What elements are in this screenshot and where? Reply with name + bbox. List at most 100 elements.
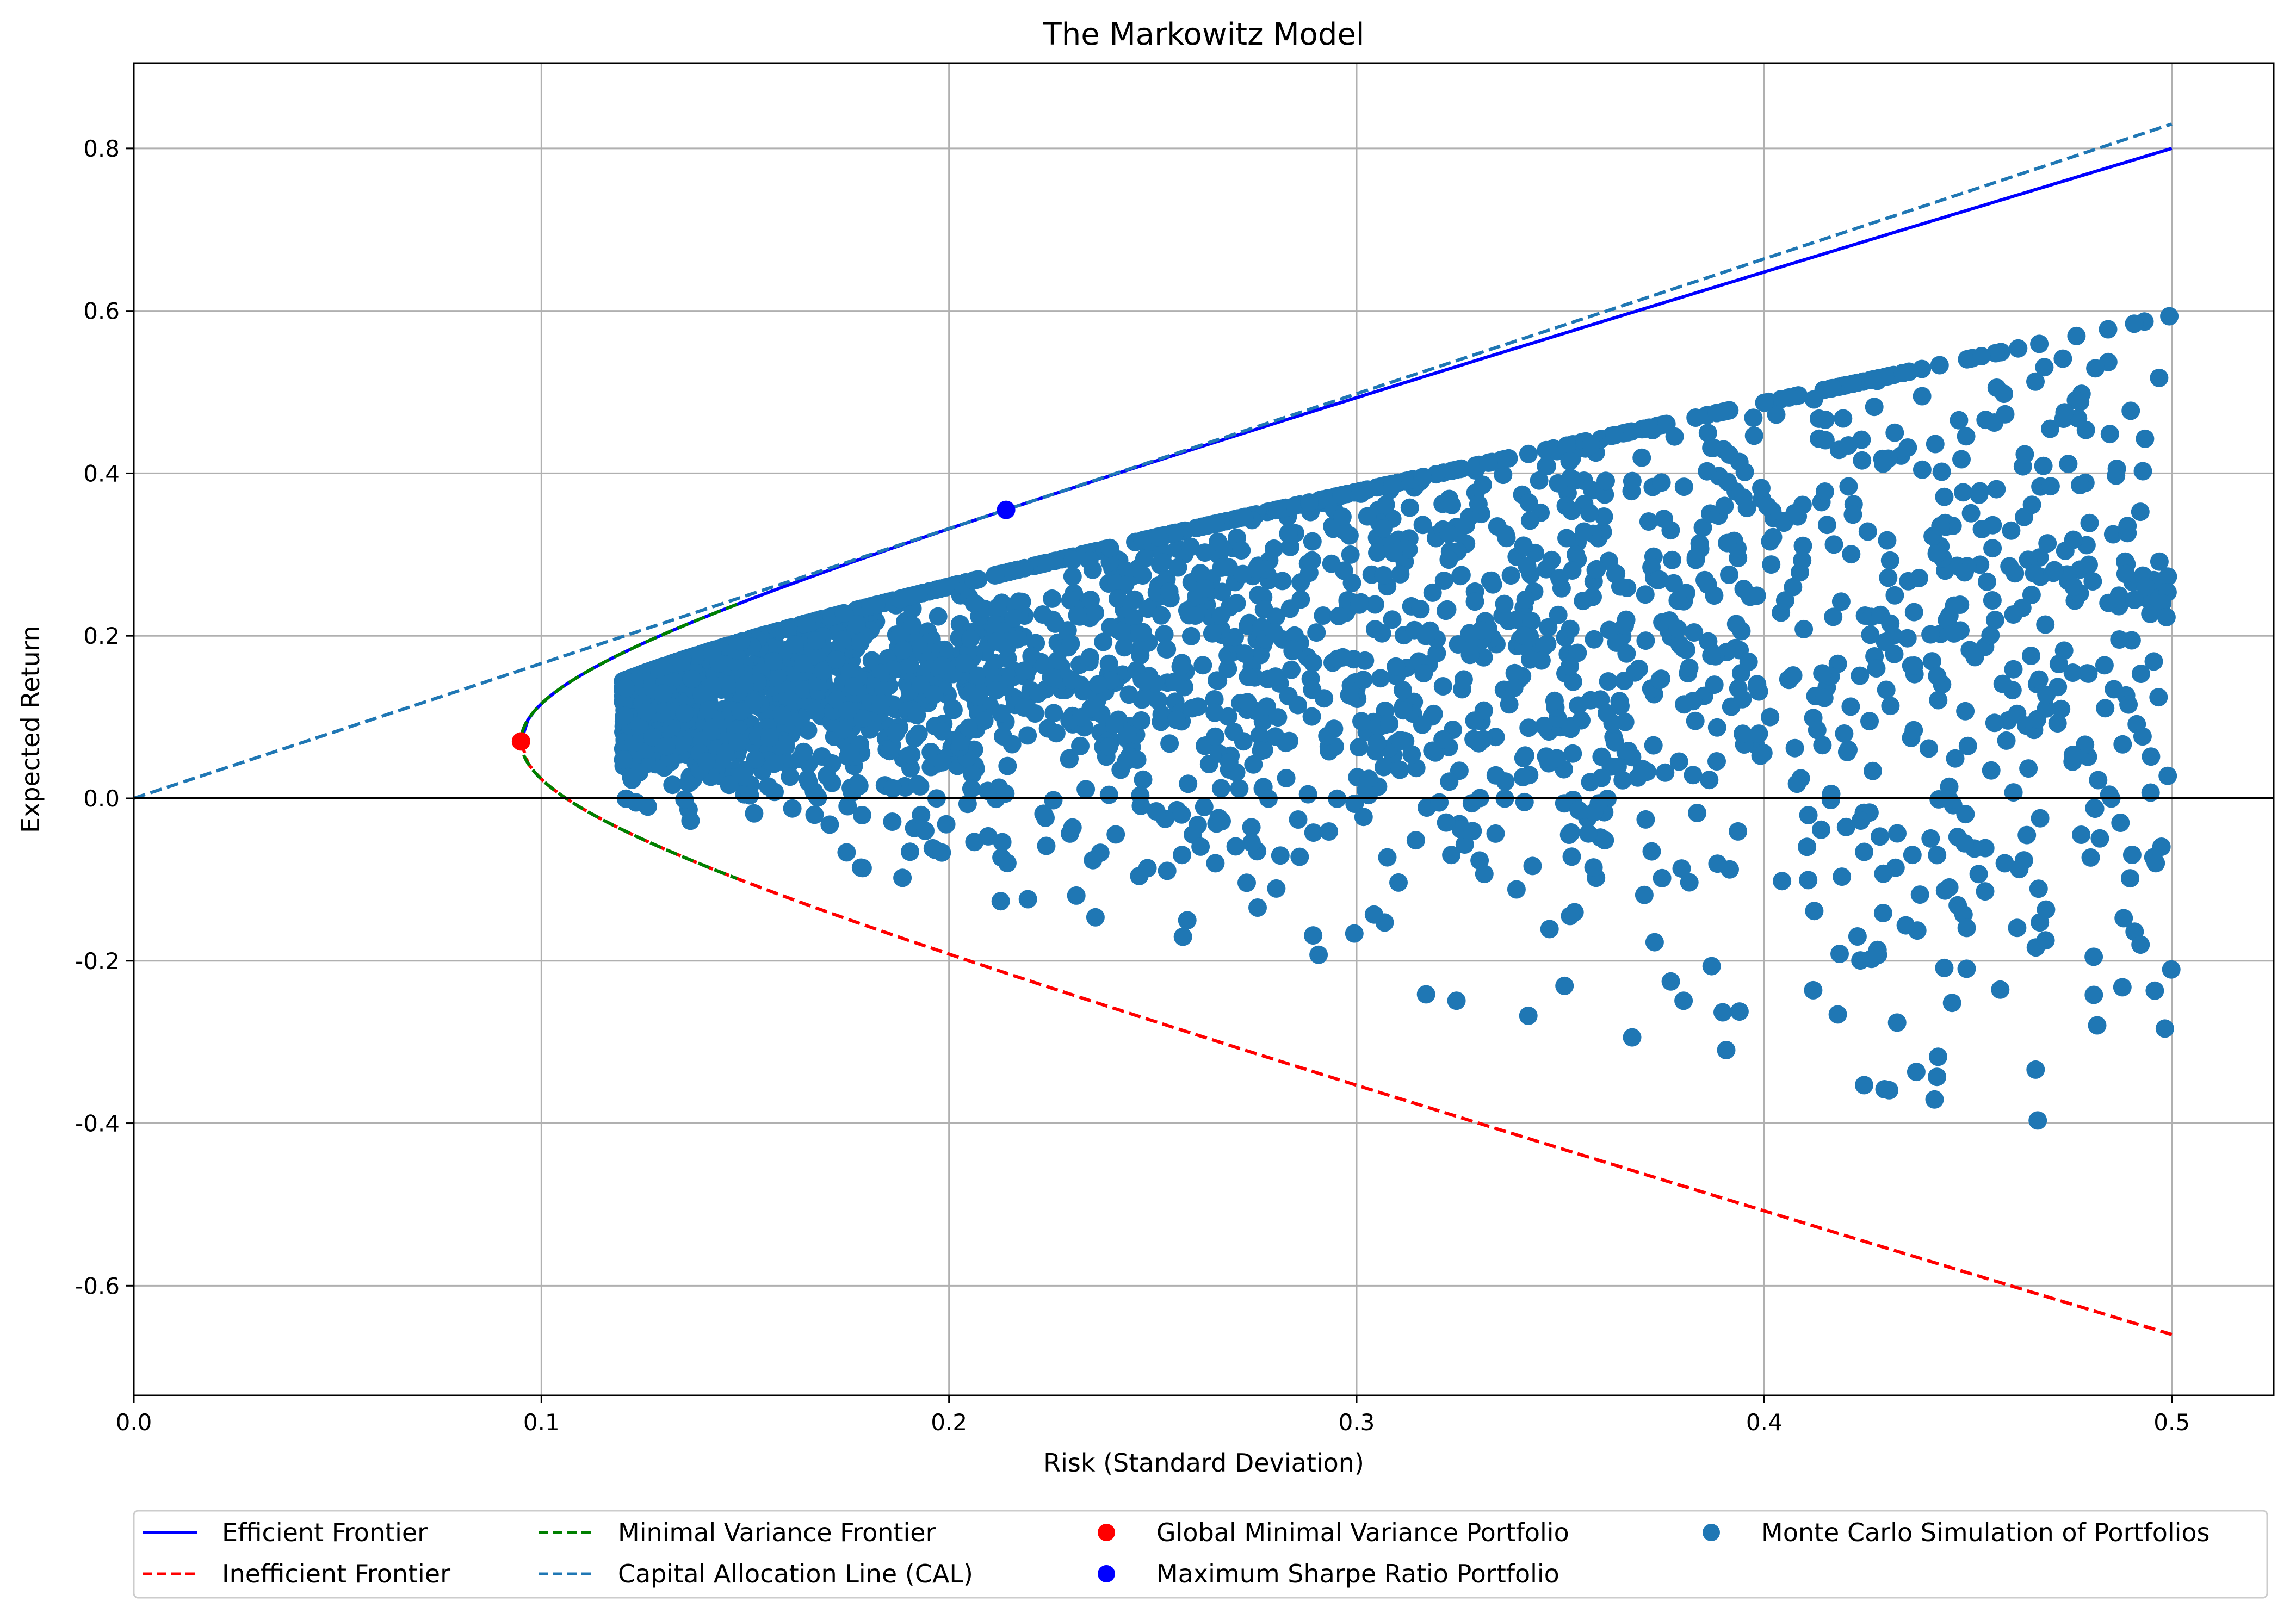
monte-carlo-point <box>1015 558 1034 578</box>
monte-carlo-point <box>785 635 804 654</box>
monte-carlo-point <box>1147 802 1166 821</box>
monte-carlo-point <box>1663 550 1681 569</box>
monte-carlo-point <box>1680 659 1699 677</box>
monte-carlo-point <box>1842 545 1861 564</box>
legend: Efficient Frontier Inefficient Frontier … <box>133 1510 2268 1599</box>
monte-carlo-point <box>1767 405 1786 424</box>
monte-carlo-point <box>2055 403 2074 422</box>
monte-carlo-point <box>699 700 718 719</box>
monte-carlo-point <box>1835 724 1854 743</box>
monte-carlo-point <box>1836 817 1855 836</box>
monte-carlo-point <box>1063 567 1082 586</box>
monte-carlo-point <box>1843 374 1862 393</box>
monte-carlo-point <box>731 702 750 721</box>
monte-carlo-point <box>1656 763 1675 782</box>
monte-carlo-point <box>2146 854 2165 873</box>
monte-carlo-point <box>1501 566 1520 585</box>
monte-carlo-point <box>2131 935 2150 954</box>
monte-carlo-point <box>2122 846 2142 864</box>
monte-carlo-point <box>1833 867 1852 886</box>
monte-carlo-point <box>1693 518 1712 537</box>
monte-carlo-point <box>1961 504 1981 523</box>
monte-carlo-point <box>975 711 994 730</box>
monte-carlo-point <box>1843 505 1862 524</box>
monte-carlo-point <box>1560 452 1579 471</box>
y-tick-label: 0.0 <box>83 785 120 812</box>
monte-carlo-point <box>1068 606 1087 625</box>
monte-carlo-point <box>1822 784 1841 803</box>
monte-carlo-point <box>1134 770 1153 789</box>
monte-carlo-point <box>1956 805 1975 824</box>
monte-carlo-point <box>1063 550 1082 569</box>
monte-carlo-point <box>1205 703 1224 722</box>
monte-carlo-point <box>1132 690 1152 709</box>
monte-carlo-point <box>1971 482 1989 501</box>
monte-carlo-point <box>1413 468 1432 487</box>
monte-carlo-point <box>1309 945 1328 964</box>
legend-item-inefficient-frontier: Inefficient Frontier <box>143 1559 450 1588</box>
monte-carlo-point <box>2119 695 2138 714</box>
monte-carlo-point <box>1439 525 1458 543</box>
monte-carlo-point <box>1399 540 1418 559</box>
monte-carlo-point <box>1218 659 1237 678</box>
monte-carlo-point <box>1873 904 1892 922</box>
monte-carlo-point <box>1698 462 1717 481</box>
monte-carlo-point <box>827 650 846 669</box>
monte-carlo-point <box>1985 611 2004 630</box>
monte-carlo-point <box>1507 610 1526 629</box>
monte-carlo-point <box>1390 760 1409 779</box>
monte-carlo-point <box>2022 495 2041 514</box>
monte-carlo-point <box>1720 445 1739 464</box>
monte-carlo-point <box>1761 532 1780 551</box>
monte-carlo-point <box>1518 557 1537 576</box>
monte-carlo-point <box>818 766 837 785</box>
monte-carlo-point <box>911 675 930 694</box>
monte-carlo-point <box>1876 632 1895 651</box>
monte-carlo-point <box>1303 653 1322 672</box>
monte-carlo-point <box>1249 586 1268 605</box>
monte-carlo-point <box>2121 869 2139 888</box>
monte-carlo-point <box>1762 555 1781 574</box>
monte-carlo-point <box>1744 408 1763 427</box>
monte-carlo-point <box>1364 905 1383 924</box>
monte-carlo-point <box>1298 785 1317 804</box>
monte-carlo-point <box>1117 752 1136 771</box>
monte-carlo-point <box>1500 695 1519 714</box>
monte-carlo-point <box>1784 666 1803 685</box>
monte-carlo-point <box>697 752 716 771</box>
monte-carlo-point <box>1652 473 1671 492</box>
monte-carlo-point <box>1018 890 1037 909</box>
monte-carlo-point <box>951 732 970 751</box>
monte-carlo-point <box>2048 714 2067 733</box>
monte-carlo-point <box>1374 758 1393 777</box>
monte-carlo-point <box>1014 698 1033 717</box>
monte-carlo-point <box>1155 625 1174 644</box>
monte-carlo-point <box>2086 359 2105 378</box>
monte-carlo-point <box>1878 531 1897 550</box>
monte-carlo-point <box>1519 493 1538 512</box>
monte-carlo-point <box>1273 572 1292 591</box>
monte-carlo-point <box>909 724 928 743</box>
monte-carlo-point <box>1557 436 1576 455</box>
monte-carlo-point <box>1084 851 1103 870</box>
monte-carlo-point <box>1664 574 1683 593</box>
monte-carlo-point <box>1574 592 1593 611</box>
monte-carlo-point <box>745 804 764 823</box>
monte-carlo-point <box>1389 873 1408 892</box>
monte-carlo-point <box>2004 660 2023 679</box>
monte-carlo-point <box>851 634 870 653</box>
monte-carlo-point <box>1451 567 1470 586</box>
monte-carlo-point <box>1227 594 1246 613</box>
monte-carlo-point <box>652 658 671 676</box>
monte-carlo-point <box>1181 626 1200 645</box>
monte-carlo-point <box>1208 671 1227 690</box>
monte-carlo-point <box>1442 846 1461 865</box>
monte-carlo-point <box>1094 632 1113 651</box>
monte-carlo-point <box>1874 454 1892 473</box>
monte-carlo-point <box>1523 856 1542 876</box>
monte-carlo-point <box>1365 595 1384 614</box>
monte-carlo-point <box>2131 665 2150 683</box>
legend-label-efficient-frontier: Efficient Frontier <box>222 1518 428 1547</box>
monte-carlo-point <box>2116 564 2135 584</box>
monte-carlo-point <box>2141 604 2160 623</box>
